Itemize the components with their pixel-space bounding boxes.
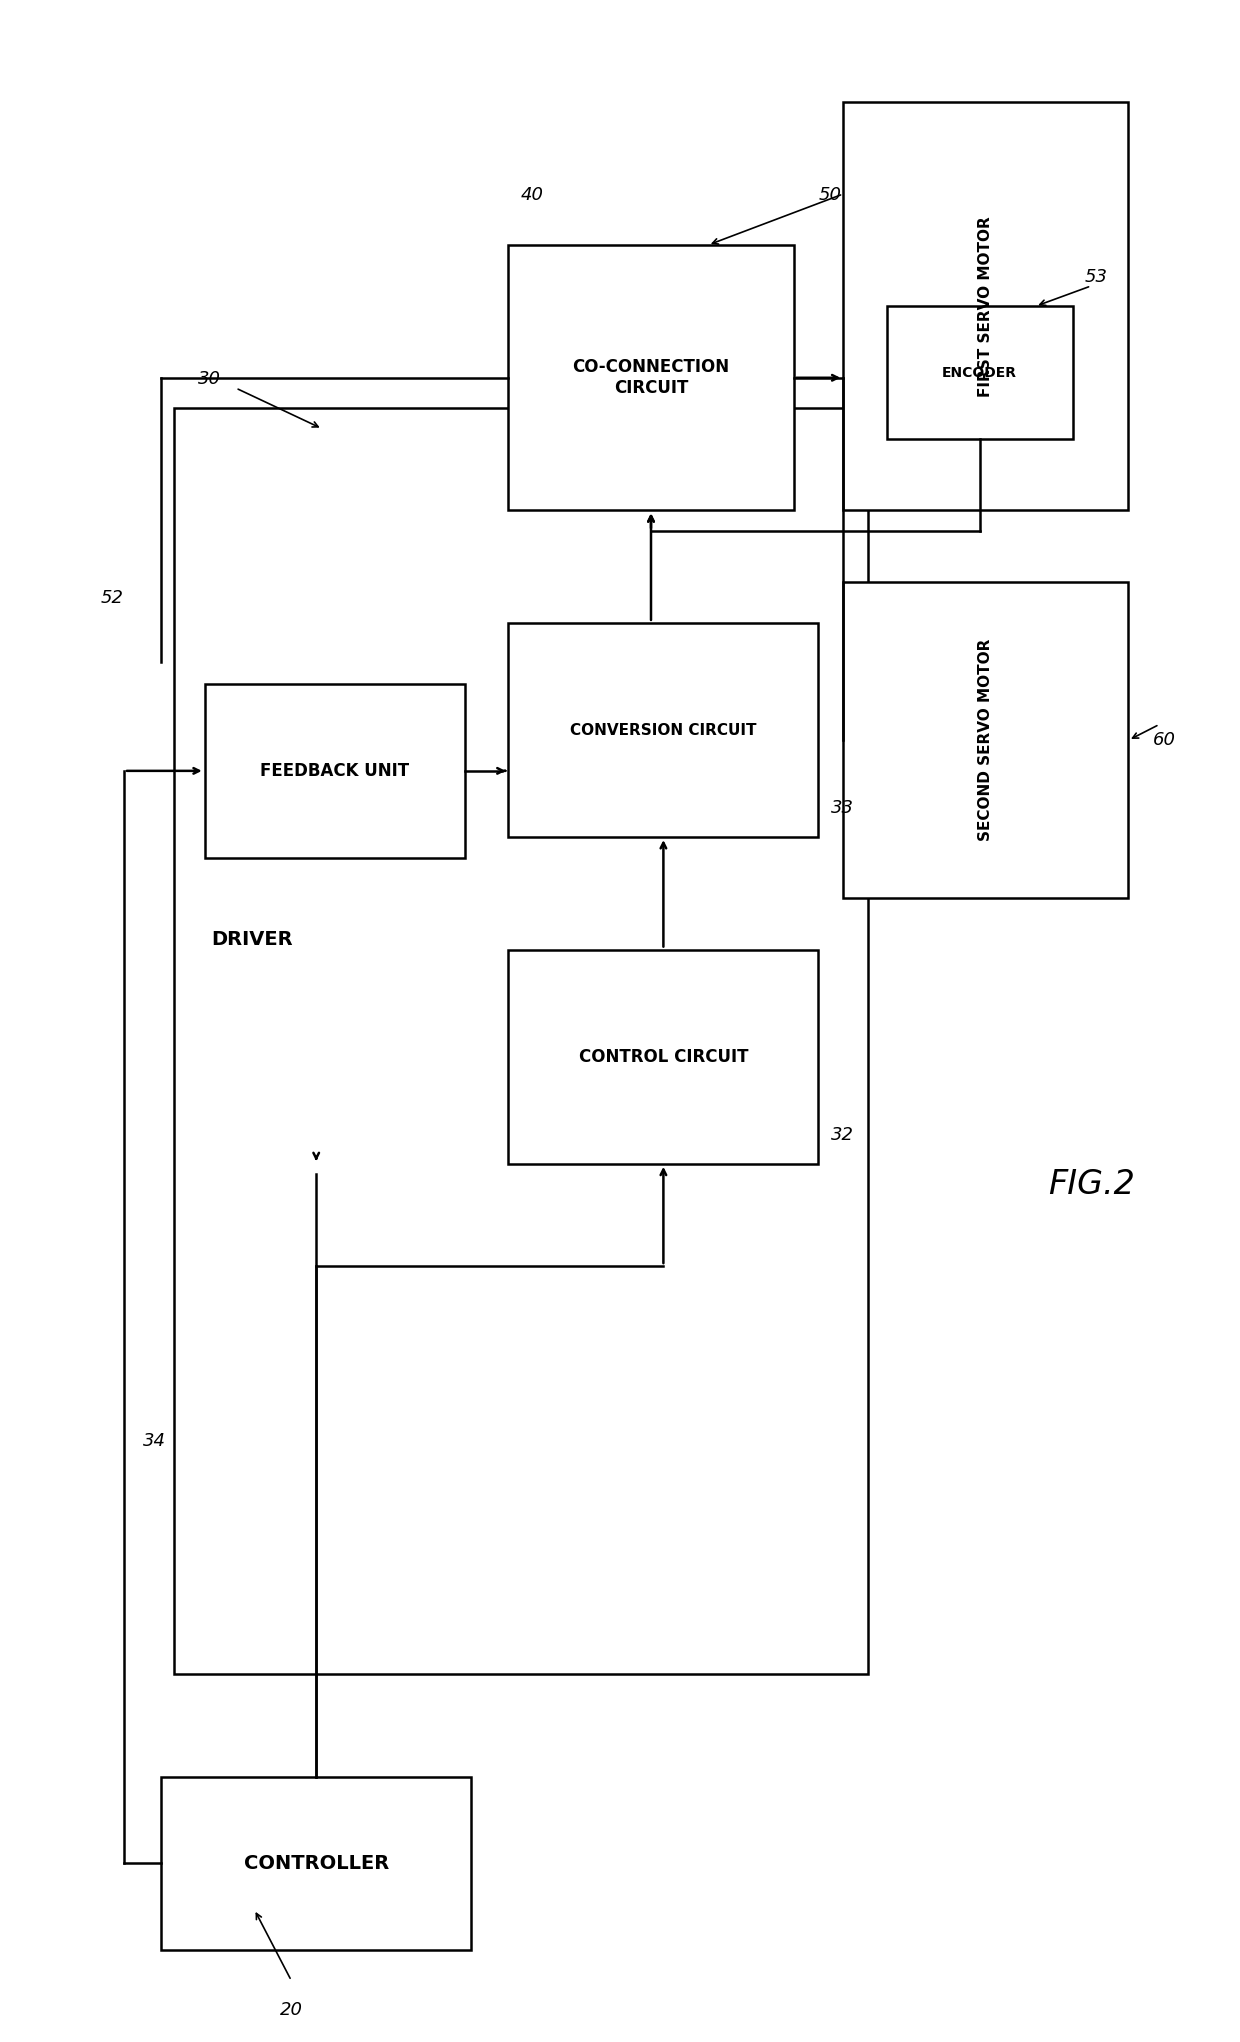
Text: 50: 50 (818, 186, 842, 204)
Bar (508, 245, 794, 510)
Bar (161, 1777, 471, 1950)
Text: CO-CONNECTION
CIRCUIT: CO-CONNECTION CIRCUIT (573, 357, 729, 398)
Bar (508, 950, 818, 1164)
Text: FEEDBACK UNIT: FEEDBACK UNIT (260, 762, 409, 780)
Text: 52: 52 (100, 590, 124, 606)
Text: FIG.2: FIG.2 (1048, 1168, 1135, 1201)
Text: 32: 32 (831, 1125, 854, 1144)
Text: 60: 60 (1153, 731, 1177, 749)
Text: 53: 53 (1085, 268, 1109, 286)
Bar (508, 623, 818, 837)
Text: 30: 30 (198, 370, 222, 388)
Text: CONTROL CIRCUIT: CONTROL CIRCUIT (579, 1048, 748, 1066)
Text: FIRST SERVO MOTOR: FIRST SERVO MOTOR (978, 216, 993, 396)
Bar (843, 582, 1128, 898)
Bar (174, 408, 868, 1674)
Text: SECOND SERVO MOTOR: SECOND SERVO MOTOR (978, 639, 993, 841)
Text: CONVERSION CIRCUIT: CONVERSION CIRCUIT (570, 723, 756, 737)
Bar (205, 684, 465, 858)
Text: 40: 40 (521, 186, 544, 204)
Text: ENCODER: ENCODER (942, 366, 1017, 380)
Text: 34: 34 (143, 1431, 166, 1450)
Text: 20: 20 (280, 2001, 303, 2020)
Text: DRIVER: DRIVER (211, 929, 293, 950)
Bar (843, 102, 1128, 511)
Text: CONTROLLER: CONTROLLER (243, 1854, 389, 1873)
Text: 33: 33 (831, 798, 854, 817)
Bar (887, 306, 1073, 439)
